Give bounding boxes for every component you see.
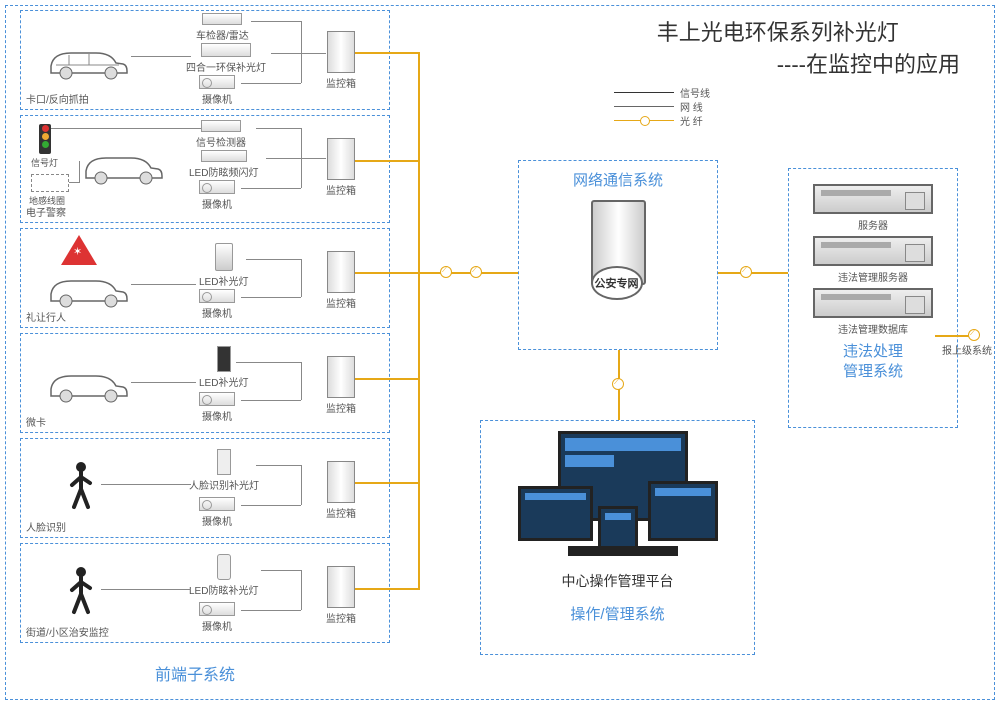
legend-optical: 光 纤 bbox=[680, 113, 703, 128]
rack-label: 违法管理服务器 bbox=[789, 269, 957, 284]
box-face: 人脸识别补光灯 摄像机 监控箱 人脸识别 bbox=[20, 438, 390, 538]
walker-icon bbox=[66, 566, 96, 616]
monitor-box: 监控箱 bbox=[326, 461, 356, 520]
box-epolice: 信号灯 地感线圈 信号检测器 LED防眩频闪灯 摄像机 监控箱 电子警察 bbox=[20, 115, 390, 223]
monitor-box: 监控箱 bbox=[326, 356, 356, 415]
box-label: 人脸识别 bbox=[26, 519, 66, 534]
coil-icon bbox=[31, 174, 69, 192]
dev-antimaz-light: LED防眩补光灯 bbox=[189, 554, 258, 597]
traffic-light-icon bbox=[39, 124, 51, 154]
box-security: LED防眩补光灯 摄像机 监控箱 街道/小区治安监控 bbox=[20, 543, 390, 643]
box-micro: LED补光灯 摄像机 监控箱 微卡 bbox=[20, 333, 390, 433]
rack-server-icon bbox=[813, 288, 933, 318]
title-line2: ----在监控中的应用 bbox=[657, 47, 960, 79]
rack-server-icon bbox=[813, 184, 933, 214]
dev-camera: 摄像机 bbox=[199, 602, 235, 633]
ops-title: 操作/管理系统 bbox=[481, 603, 754, 624]
network-title: 网络通信系统 bbox=[519, 169, 717, 190]
ext-label: 报上级系统 bbox=[942, 342, 992, 357]
conn-line bbox=[418, 272, 518, 274]
optical-node-icon bbox=[968, 329, 980, 341]
monitor-box: 监控箱 bbox=[326, 138, 356, 197]
tlight-label: 信号灯 bbox=[31, 156, 58, 169]
optical-node-icon bbox=[740, 266, 752, 278]
dev-face-light: 人脸识别补光灯 bbox=[189, 449, 259, 492]
monitor-box: 监控箱 bbox=[326, 566, 356, 625]
box-label: 街道/小区治安监控 bbox=[26, 624, 109, 639]
rack-server-icon bbox=[813, 236, 933, 266]
hub-label: 公安专网 bbox=[591, 266, 643, 300]
platform-label: 中心操作管理平台 bbox=[481, 571, 754, 591]
monitor-box: 监控箱 bbox=[326, 31, 356, 90]
dev-camera: 摄像机 bbox=[199, 180, 235, 211]
box-label: 电子警察 bbox=[26, 204, 66, 219]
box-label: 卡口/反向抓拍 bbox=[26, 91, 89, 106]
box-pedestrian: LED补光灯 摄像机 监控箱 礼让行人 bbox=[20, 228, 390, 328]
monitor-box: 监控箱 bbox=[326, 251, 356, 310]
conn-line bbox=[355, 482, 420, 484]
dev-led: LED补光灯 bbox=[199, 346, 248, 389]
optical-node-icon bbox=[612, 378, 624, 390]
legend: 信号线 网 线 光 纤 bbox=[614, 85, 710, 127]
rack-label: 服务器 bbox=[789, 217, 957, 232]
car-icon bbox=[41, 269, 131, 309]
hub-server-icon: 公安专网 bbox=[581, 200, 656, 295]
dev-camera: 摄像机 bbox=[199, 75, 235, 106]
car-icon bbox=[41, 41, 131, 81]
bus-line bbox=[418, 52, 420, 588]
violation-box: 服务器 违法管理服务器 违法管理数据库 违法处理管理系统 bbox=[788, 168, 958, 428]
car-icon bbox=[76, 146, 166, 186]
network-box: 网络通信系统 公安专网 bbox=[518, 160, 718, 350]
title-line1: 丰上光电环保系列补光灯 bbox=[657, 15, 960, 47]
box-label: 礼让行人 bbox=[26, 309, 66, 324]
monitors-icon bbox=[518, 431, 718, 561]
conn-line bbox=[355, 588, 420, 590]
optical-node-icon bbox=[470, 266, 482, 278]
violation-title: 违法处理管理系统 bbox=[789, 342, 957, 381]
legend-network: 网 线 bbox=[680, 99, 703, 114]
dev-led: LED补光灯 bbox=[199, 243, 248, 288]
legend-signal: 信号线 bbox=[680, 85, 710, 100]
rack-label: 违法管理数据库 bbox=[789, 321, 957, 336]
car-icon bbox=[41, 364, 131, 404]
dev-camera: 摄像机 bbox=[199, 497, 235, 528]
warning-sign-icon bbox=[61, 235, 97, 265]
dev-strobe: LED防眩频闪灯 bbox=[189, 150, 258, 179]
dev-camera: 摄像机 bbox=[199, 392, 235, 423]
frontend-title: 前端子系统 bbox=[155, 661, 235, 685]
frontend-group: 车检器/雷达 四合一环保补光灯 摄像机 监控箱 卡口/反向抓拍 信号灯 地感线圈… bbox=[15, 10, 395, 690]
main-title: 丰上光电环保系列补光灯 ----在监控中的应用 bbox=[657, 15, 960, 79]
conn-line bbox=[355, 272, 420, 274]
conn-line bbox=[718, 272, 788, 274]
dev-signal-detector: 信号检测器 bbox=[196, 120, 246, 149]
dev-fill-light: 四合一环保补光灯 bbox=[186, 43, 266, 74]
dev-detector: 车检器/雷达 bbox=[196, 13, 249, 42]
ops-box: 中心操作管理平台 操作/管理系统 bbox=[480, 420, 755, 655]
box-bayonet: 车检器/雷达 四合一环保补光灯 摄像机 监控箱 卡口/反向抓拍 bbox=[20, 10, 390, 110]
walker-icon bbox=[66, 461, 96, 511]
box-label: 微卡 bbox=[26, 414, 46, 429]
dev-camera: 摄像机 bbox=[199, 289, 235, 320]
optical-node-icon bbox=[440, 266, 452, 278]
conn-line bbox=[355, 160, 420, 162]
conn-line bbox=[355, 378, 420, 380]
conn-line bbox=[355, 52, 420, 54]
